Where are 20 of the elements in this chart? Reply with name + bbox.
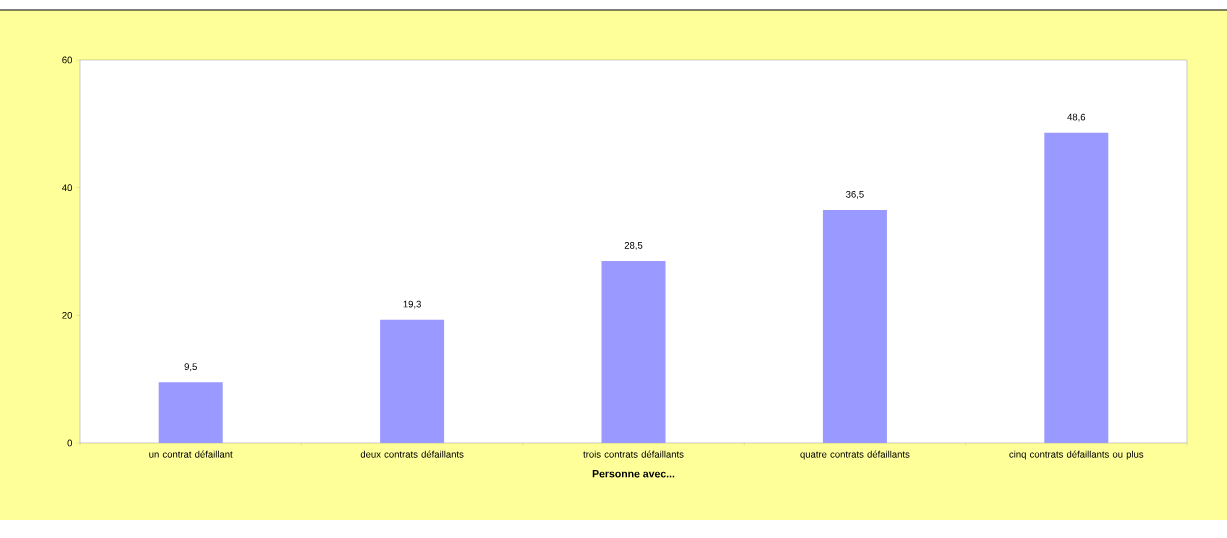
x-tick-label: un contrat défaillant bbox=[149, 450, 233, 458]
bar bbox=[380, 319, 445, 443]
y-tick-label: 0 bbox=[67, 439, 73, 447]
bar bbox=[601, 261, 666, 443]
data-label: 48,6 bbox=[1067, 113, 1086, 122]
bar bbox=[822, 210, 887, 443]
data-label: 9,5 bbox=[184, 363, 197, 372]
data-label: 36,5 bbox=[846, 190, 864, 199]
x-tick-label: deux contrats défaillants bbox=[360, 450, 464, 458]
y-tick-label: 60 bbox=[62, 56, 73, 64]
x-tick-label: quatre contrats défaillants bbox=[800, 450, 910, 460]
x-axis-title: Personne avec... bbox=[592, 470, 675, 478]
x-tick-label: cinq contrats défaillants ou plus bbox=[1009, 450, 1144, 460]
bar bbox=[158, 382, 223, 443]
y-tick-label: 40 bbox=[62, 184, 73, 192]
bar bbox=[1044, 132, 1109, 443]
x-tick-label: trois contrats défaillants bbox=[583, 450, 684, 458]
data-label: 28,5 bbox=[624, 242, 643, 250]
data-label: 19,3 bbox=[403, 300, 421, 309]
y-tick-label: 20 bbox=[62, 311, 73, 319]
